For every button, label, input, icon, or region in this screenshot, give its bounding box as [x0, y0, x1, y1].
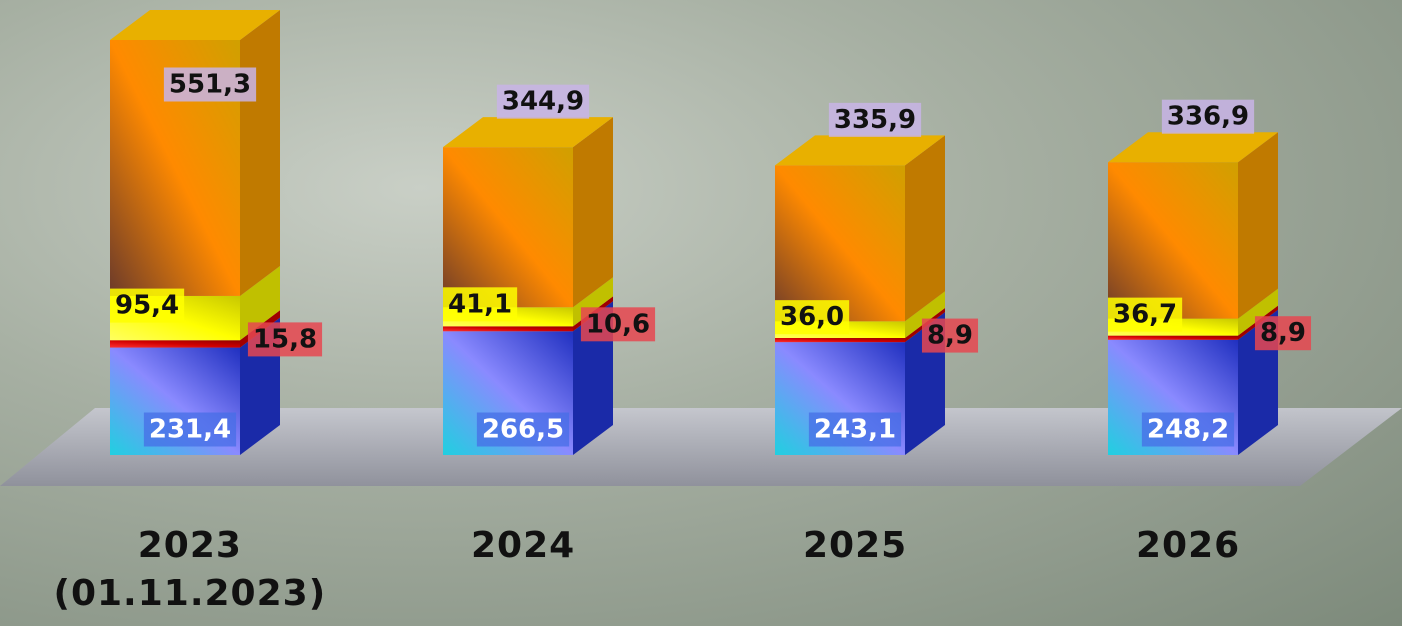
value-label-bg: [1254, 316, 1312, 351]
value-label: 36,7: [1113, 300, 1177, 330]
bar-segment: [1108, 335, 1238, 340]
value-label-bg: [921, 318, 979, 353]
bar-segment: [110, 340, 240, 348]
bar-segment: [443, 147, 573, 308]
value-label: 8,9: [927, 321, 973, 351]
value-label: 15,8: [253, 324, 317, 354]
value-label: 36,0: [780, 302, 844, 332]
bar-top: [443, 117, 613, 148]
value-label: 551,3: [169, 70, 251, 100]
bar-side: [240, 265, 280, 341]
bar-segment: [775, 165, 905, 322]
value-label-bg: [496, 84, 590, 119]
value-label: 8,9: [1260, 318, 1306, 348]
value-label-bg: [828, 102, 922, 137]
value-label: 243,1: [814, 415, 896, 445]
value-label: 266,5: [482, 415, 564, 445]
value-label-bg: [580, 307, 656, 342]
bar-segment: [775, 338, 905, 343]
x-tick-label: 2026: [1136, 525, 1241, 566]
value-label-bg: [1161, 99, 1255, 134]
value-label: 344,9: [502, 87, 584, 117]
x-tick-label: 2024: [471, 525, 576, 566]
value-label-bg: [1141, 412, 1235, 447]
value-label-bg: [443, 287, 518, 322]
value-label: 10,6: [586, 309, 650, 339]
bar-top: [775, 135, 945, 166]
x-tick-label: 2023 (01.11.2023): [53, 525, 327, 614]
value-label: 248,2: [1147, 415, 1229, 445]
x-tick-label: 2025: [803, 525, 908, 566]
bar-side: [240, 10, 280, 296]
value-label-bg: [110, 288, 185, 323]
value-label-bg: [775, 300, 850, 335]
bar-top: [110, 10, 280, 40]
value-label: 335,9: [834, 105, 916, 135]
value-label-bg: [1108, 297, 1183, 332]
floor: [0, 408, 1402, 486]
value-label-bg: [476, 412, 570, 447]
bar-side: [1238, 132, 1278, 319]
bar-segment: [443, 326, 573, 332]
bar-side: [905, 135, 945, 322]
value-label-bg: [247, 322, 323, 357]
bar-side: [573, 117, 613, 308]
bar-segment: [1108, 162, 1238, 319]
bar-top: [1108, 132, 1278, 163]
value-label-bg: [808, 412, 902, 447]
value-label: 95,4: [115, 291, 179, 321]
bar-side: [1238, 288, 1278, 336]
value-label: 41,1: [448, 289, 512, 319]
value-label: 336,9: [1167, 102, 1249, 132]
bar-side: [905, 291, 945, 339]
value-label: 231,4: [149, 415, 231, 445]
value-label-bg: [163, 67, 257, 102]
value-label-bg: [143, 412, 237, 447]
